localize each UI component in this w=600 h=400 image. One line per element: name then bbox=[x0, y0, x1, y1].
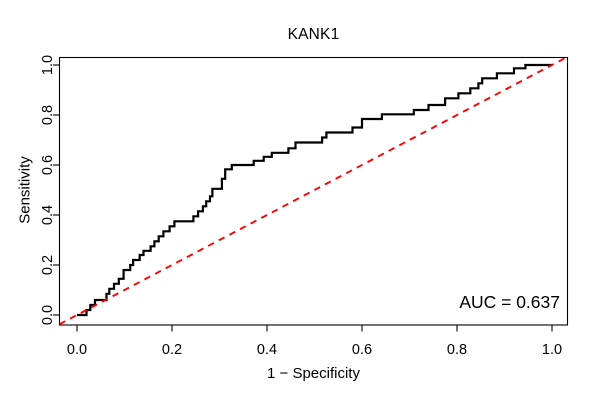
y-tick-label: 0.0 bbox=[40, 305, 56, 325]
x-tick-label: 0.4 bbox=[257, 342, 277, 358]
x-tick-label: 0.8 bbox=[447, 342, 467, 358]
y-tick-label: 0.6 bbox=[40, 155, 56, 175]
x-axis-label: 1 − Specificity bbox=[267, 365, 360, 382]
plot-box bbox=[58, 56, 569, 326]
x-tick-label: 1.0 bbox=[542, 342, 562, 358]
y-tick-label: 0.2 bbox=[40, 255, 56, 275]
auc-annotation: AUC = 0.637 bbox=[459, 292, 560, 312]
roc-curve-line bbox=[77, 63, 552, 317]
y-tick-label: 1.0 bbox=[40, 55, 56, 75]
x-tick-label: 0.2 bbox=[162, 342, 182, 358]
y-axis-label: Sensitivity bbox=[16, 156, 34, 224]
x-tick-label: 0.0 bbox=[67, 342, 87, 358]
x-tick-label: 0.6 bbox=[352, 342, 372, 358]
chart-title: KANK1 bbox=[287, 26, 340, 43]
y-tick-label: 0.4 bbox=[40, 205, 56, 225]
chance-diagonal-line bbox=[59, 56, 568, 326]
y-tick-label: 0.8 bbox=[40, 105, 56, 125]
